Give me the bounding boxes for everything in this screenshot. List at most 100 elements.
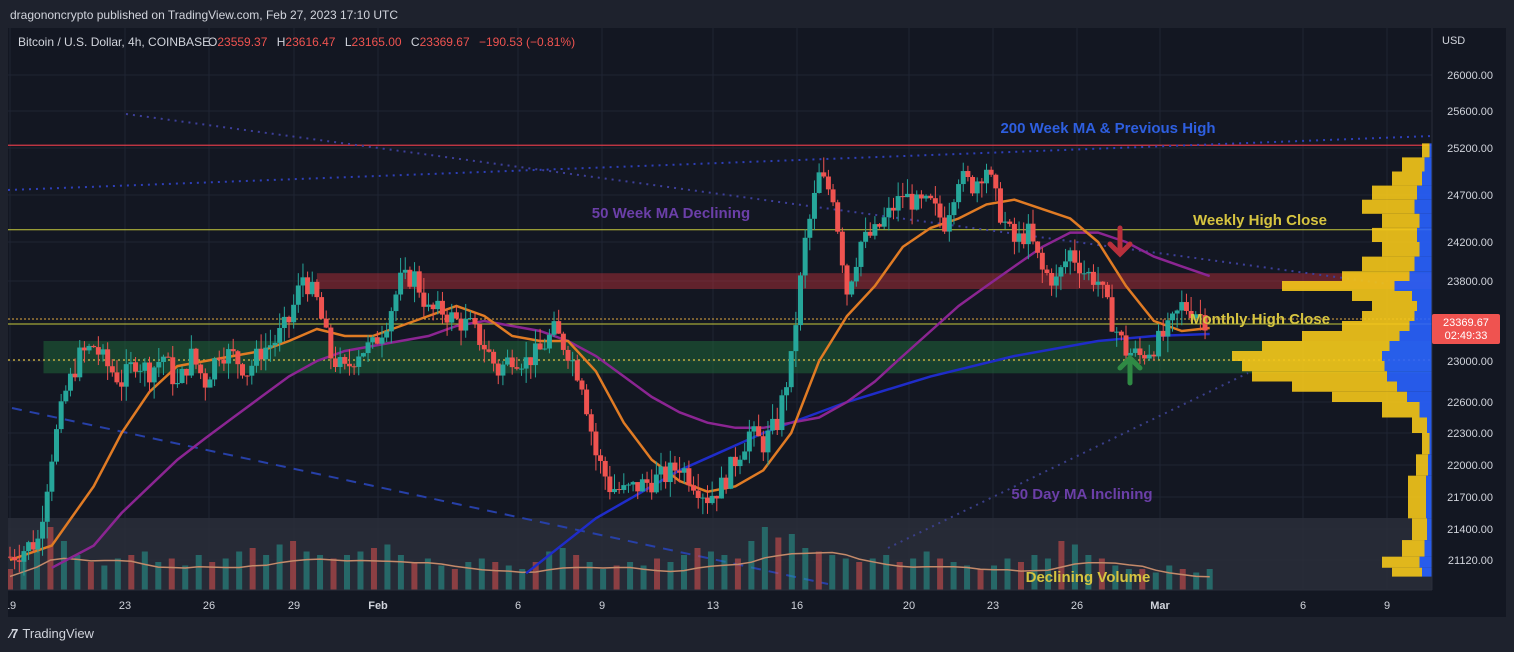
profile-bar-down <box>1408 475 1426 497</box>
candle-body <box>412 271 418 287</box>
candle-body <box>435 300 441 310</box>
candle-body <box>333 358 338 368</box>
volume-bar <box>964 565 971 590</box>
profile-bar-down <box>1242 361 1385 372</box>
candle-body <box>230 349 236 352</box>
candle-body <box>337 357 343 368</box>
y-tick-label: 23000.00 <box>1447 356 1493 368</box>
candle-body <box>272 342 278 346</box>
footer: ⁄7 TradingView <box>10 626 94 641</box>
volume-bar <box>195 555 202 590</box>
candle-body <box>226 349 232 364</box>
candle-body <box>486 349 492 352</box>
volume-bar <box>923 551 930 590</box>
candle-body <box>593 431 599 456</box>
candle-body <box>105 349 111 367</box>
candle-body <box>100 349 106 355</box>
candle-body <box>914 194 920 210</box>
volume-bar <box>896 562 903 590</box>
candle-body <box>909 193 915 210</box>
volume-bar <box>357 551 364 590</box>
x-tick-label: 23 <box>987 600 999 612</box>
candle-body <box>760 436 766 453</box>
volume-bar <box>883 555 890 590</box>
volume-bar <box>438 565 445 590</box>
volume-bar <box>303 551 310 590</box>
candle-body <box>979 181 985 184</box>
candle-body <box>546 334 552 349</box>
profile-bar-down <box>1372 185 1417 200</box>
50-week-ma-projection <box>125 113 1389 285</box>
candle-body <box>839 231 845 266</box>
candle-body <box>1077 262 1082 274</box>
candle-body <box>723 477 729 489</box>
open-label: O <box>208 35 217 49</box>
x-tick-label: 20 <box>903 600 915 612</box>
volume-bar <box>276 544 283 590</box>
y-tick-label: 22600.00 <box>1447 397 1493 409</box>
volume-bar <box>1112 565 1119 590</box>
candle-body <box>811 192 817 219</box>
annotation-declining-volume: Declining Volume <box>1026 569 1151 586</box>
profile-bar-up <box>1387 371 1432 382</box>
volume-bar <box>222 558 229 590</box>
profile-bar-down <box>1342 321 1410 331</box>
volume-bar <box>748 541 755 590</box>
volume-bar <box>802 548 809 590</box>
candle-body <box>658 466 664 475</box>
candle-body <box>491 351 497 364</box>
profile-bar-down <box>1292 381 1397 392</box>
candle-body <box>477 324 483 345</box>
volume-bar <box>519 569 526 590</box>
volume-bar <box>573 555 580 590</box>
y-tick-label: 21400.00 <box>1447 524 1493 536</box>
candle-body <box>384 331 390 338</box>
candle-body <box>258 348 264 360</box>
candle-body <box>858 241 864 267</box>
candle-body <box>26 542 32 552</box>
candle-body <box>798 275 803 326</box>
candle-body <box>1044 269 1050 274</box>
candle-body <box>691 485 697 491</box>
y-tick-label: 23800.00 <box>1447 276 1493 288</box>
profile-bar-down <box>1362 199 1415 214</box>
candle-body <box>170 357 176 385</box>
candle-body <box>1114 331 1120 333</box>
profile-bar-up <box>1414 199 1432 214</box>
annotation-200-week-ma: 200 Week MA & Previous High <box>1000 120 1215 137</box>
open-value: 23559.37 <box>217 35 267 49</box>
candle-countdown: 02:49:33 <box>1445 330 1488 342</box>
x-axis[interactable]: 19 23 26 29 Feb 6 9 13 16 20 23 26 Mar 6 9 <box>8 589 1432 612</box>
x-tick-label: 26 <box>203 600 215 612</box>
annotation-weekly-high-close: Weekly High Close <box>1193 212 1327 229</box>
candle-body <box>746 431 752 452</box>
profile-bar-down <box>1232 351 1382 361</box>
candle-body <box>30 542 36 550</box>
candle-body <box>323 318 329 328</box>
candle-body <box>128 362 134 365</box>
candle-body <box>305 277 311 295</box>
legend: Bitcoin / U.S. Dollar, 4h, COINBASE O235… <box>18 35 575 49</box>
volume-pane-background <box>8 518 1432 590</box>
candle-body <box>802 237 808 276</box>
candle-body <box>374 337 380 344</box>
volume-bar <box>114 558 121 590</box>
candle-body <box>1137 348 1143 356</box>
close-value: 23369.67 <box>420 35 470 49</box>
volume-bar <box>209 562 216 590</box>
volume-bar <box>370 548 377 590</box>
candle-body <box>630 482 636 485</box>
candle-body <box>439 300 445 315</box>
low-label: L <box>345 35 352 49</box>
candle-body <box>519 368 524 370</box>
candle-body <box>956 184 962 203</box>
y-axis[interactable]: USD 26000.00 25600.00 25200.00 24700.00 24200… <box>1431 28 1493 590</box>
volume-bar <box>977 569 984 590</box>
price-chart[interactable]: 200 Week MA & Previous High 50 Week MA De… <box>8 28 1506 617</box>
candle-body <box>849 281 855 295</box>
volume-bars <box>8 527 1213 590</box>
volume-bar <box>532 562 539 590</box>
annotation-arrows <box>1107 225 1143 386</box>
volume-bar <box>8 569 13 590</box>
200-week-ma-projection <box>8 135 1433 191</box>
